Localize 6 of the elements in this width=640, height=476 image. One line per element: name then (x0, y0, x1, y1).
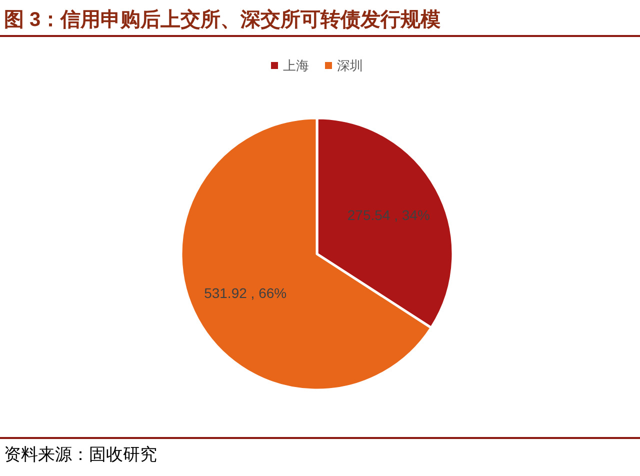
legend-label: 上海 (283, 58, 309, 73)
data-label: 531.92 , 66% (204, 285, 287, 302)
data-label: 275.54 , 34% (347, 206, 430, 223)
chart-title: 图 3：信用申购后上交所、深交所可转债发行规模 (4, 8, 441, 31)
legend-label: 深圳 (337, 58, 363, 73)
text: 资料来源：固收研究 (4, 445, 157, 464)
